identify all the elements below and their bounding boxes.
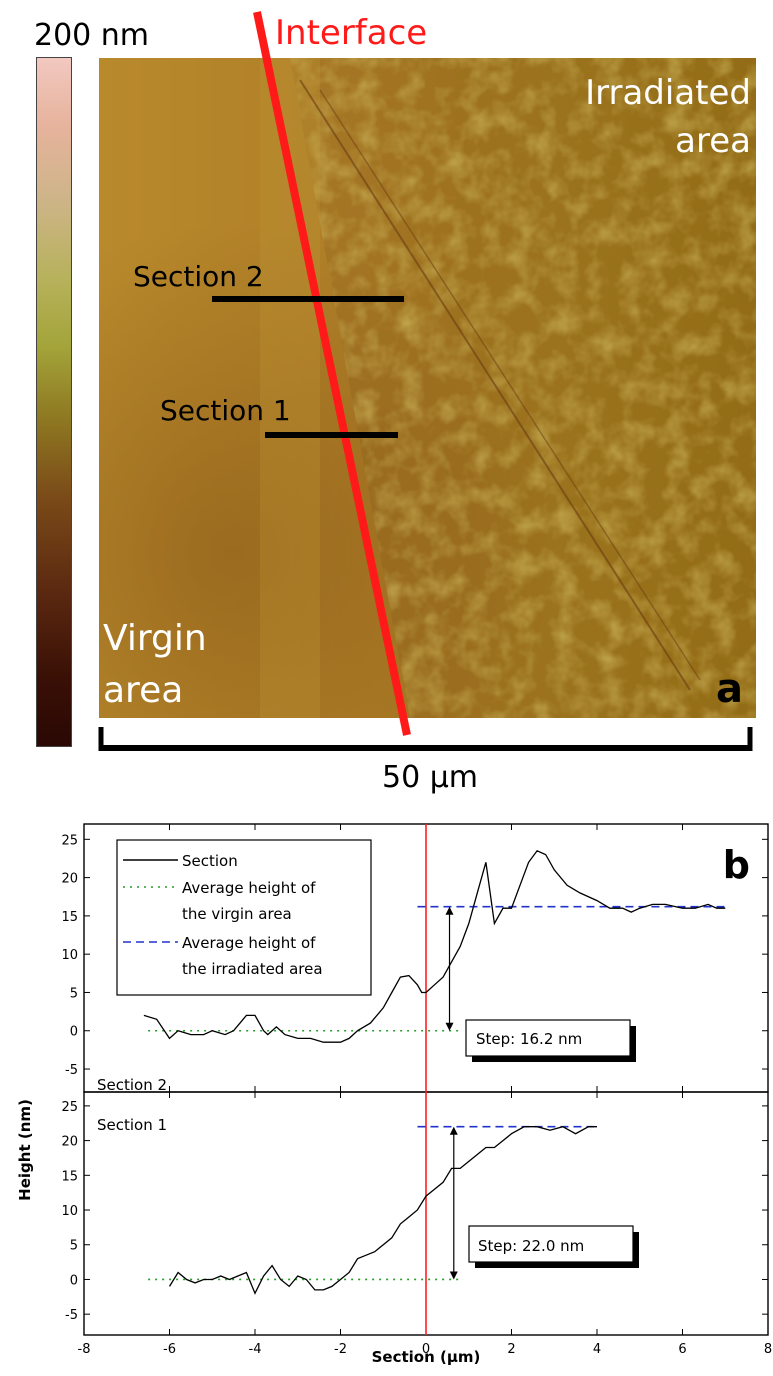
afm-image-panel: Interface Section 2 Section 1 Irradiated… [98,11,756,751]
section-profile-line-2 [168,1126,597,1295]
y-tick-label: 10 [61,1204,78,1219]
irradiated-label-2: area [675,121,751,161]
x-tick-label: 0 [422,1342,430,1357]
irradiated-label-1: Irradiated [585,73,751,113]
y-tick-label: -5 [65,1063,78,1078]
scale-bar [98,727,753,751]
colorbar-label: 200 nm [34,18,150,53]
x-tick-label: 4 [593,1342,601,1357]
x-tick-label: -6 [163,1342,176,1357]
step1-box: Step: 22.0 nm [468,1225,639,1268]
legend-virgin-2: the virgin area [182,905,292,923]
panel-b-letter: b [723,843,750,887]
scale-bar-label: 50 µm [381,760,479,795]
y-tick-label: 15 [61,1169,78,1184]
step1-label: Step: 22.0 nm [478,1237,584,1255]
y-tick-label: 10 [61,948,78,963]
virgin-label-2: area [103,670,183,711]
x-tick-label: 2 [507,1342,515,1357]
y-tick-label: 0 [70,1273,78,1288]
interface-line [253,11,411,736]
y-tick-label: 25 [61,1100,78,1115]
y-tick-label: 25 [61,833,78,848]
x-tick-label: 8 [764,1342,772,1357]
x-tick-label: -2 [334,1342,347,1357]
y-tick-label: 20 [61,872,78,887]
interface-label: Interface [275,13,427,53]
section2-plot-label: Section 2 [97,1076,167,1094]
legend-irr-2: the irradiated area [182,960,323,978]
y-tick-label: 0 [70,1025,78,1040]
x-axis-label: Section (µm) [372,1348,481,1366]
y-tick-label: 5 [70,1239,78,1254]
section1-label: Section 1 [160,394,291,427]
legend-virgin-1: Average height of [182,879,316,897]
panel-a-letter: a [716,666,743,712]
height-profile-plot: -5 0 5 10 15 20 25 -5 0 5 10 15 20 25 -8 -6 -4 -2 0 2 4 6 8 Se… [16,823,772,1366]
legend: Section Average height of the virgin are… [116,839,372,996]
x-tick-label: 6 [678,1342,686,1357]
legend-irr-1: Average height of [182,934,316,952]
step2-box: Step: 16.2 nm [465,1019,636,1062]
legend-section: Section [182,852,238,870]
step2-label: Step: 16.2 nm [476,1030,582,1048]
section2-label: Section 2 [133,260,264,293]
x-tick-label: -4 [249,1342,262,1357]
section-profile-line-1 [143,849,726,1043]
y-tick-label: -5 [65,1308,78,1323]
virgin-label-1: Virgin [103,618,207,659]
y-tick-label: 15 [61,910,78,925]
y-tick-label: 20 [61,1135,78,1150]
section1-plot-label: Section 1 [97,1116,167,1134]
y-axis-label: Height (nm) [16,1099,34,1201]
x-tick-label: -8 [78,1342,91,1357]
colorbar [36,57,72,747]
y-tick-label: 5 [70,986,78,1001]
